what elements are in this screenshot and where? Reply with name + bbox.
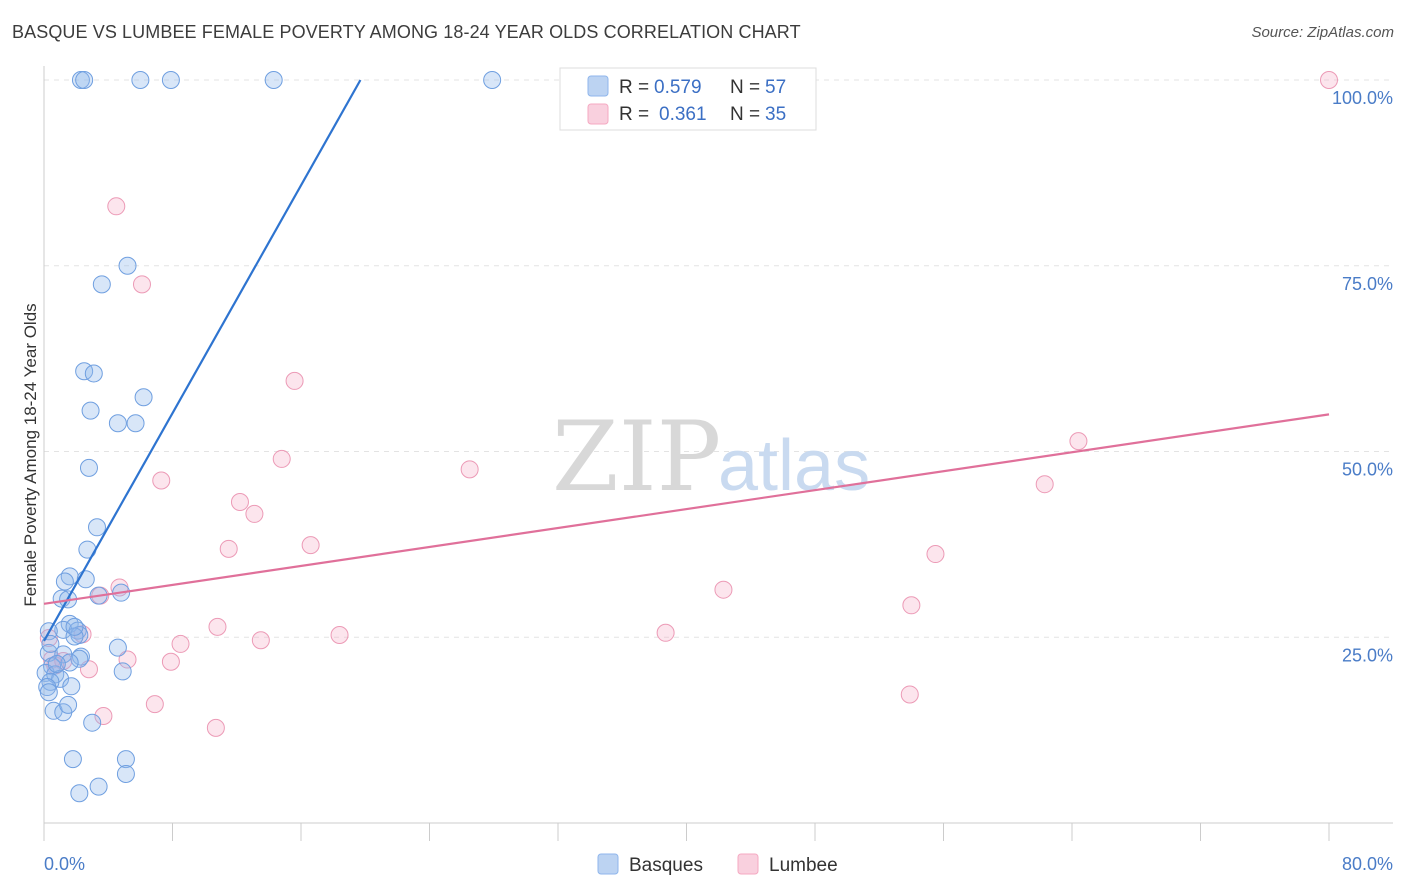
- basques-point: [41, 634, 60, 653]
- basques-point: [483, 71, 502, 89]
- basques-point: [65, 627, 84, 646]
- top-legend: R = 0.579 N = 57 R = 0.361 N = 35: [559, 67, 817, 131]
- legend-r-label-lumbee: R =: [619, 104, 649, 125]
- basques-point: [47, 654, 66, 673]
- basques-point: [81, 401, 100, 420]
- basques-point: [79, 458, 98, 477]
- source-label: Source: ZipAtlas.com: [1251, 24, 1394, 41]
- lumbee-point: [39, 628, 58, 647]
- basques-point: [39, 683, 58, 702]
- lumbee-point: [272, 449, 291, 468]
- lumbee-point: [219, 539, 238, 558]
- y-tick-labels: 25.0% 50.0% 75.0% 100.0%: [1332, 88, 1393, 665]
- watermark-zip: ZIP: [552, 401, 721, 513]
- basques-point: [70, 784, 89, 803]
- basques-point: [70, 649, 89, 668]
- axes: [43, 66, 1393, 841]
- lumbee-points: [39, 71, 1338, 737]
- lumbee-point: [656, 623, 675, 642]
- legend-n-label-basques: N =: [730, 77, 760, 98]
- legend-n-value-lumbee: 35: [765, 104, 786, 125]
- lumbee-point: [118, 650, 137, 669]
- lumbee-point: [208, 617, 227, 636]
- legend-n-value-basques: 57: [765, 77, 786, 98]
- legend-n-label-lumbee: N =: [730, 104, 760, 125]
- lumbee-point: [926, 545, 945, 564]
- lumbee-point: [460, 460, 479, 479]
- lumbee-point: [285, 371, 304, 390]
- x-tick-label: 0.0%: [44, 854, 85, 874]
- basques-point: [89, 777, 108, 796]
- basques-point: [60, 653, 79, 672]
- y-tick-label: 75.0%: [1342, 274, 1393, 294]
- basques-point: [161, 71, 180, 89]
- basques-point: [264, 71, 283, 89]
- basques-point: [116, 750, 135, 769]
- lumbee-point: [245, 504, 264, 523]
- basques-point: [83, 713, 102, 732]
- y-axis-label: Female Poverty Among 18-24 Year Olds: [21, 303, 40, 606]
- basques-point: [116, 764, 135, 783]
- legend-swatch-lumbee: [587, 103, 609, 125]
- lumbee-point: [1320, 71, 1338, 89]
- chart-title: BASQUE VS LUMBEE FEMALE POVERTY AMONG 18…: [12, 22, 801, 42]
- basques-points: [36, 71, 502, 803]
- basques-point: [131, 71, 150, 89]
- basques-point: [54, 620, 73, 639]
- basques-point: [118, 256, 137, 275]
- legend-r-value-basques: 0.579: [654, 77, 702, 98]
- basques-point: [75, 71, 94, 89]
- lumbee-point: [900, 685, 919, 704]
- lumbee-point: [230, 493, 249, 512]
- trend-lines: [43, 79, 1330, 642]
- basques-point: [108, 414, 127, 433]
- legend-r-value-lumbee: 0.361: [659, 104, 707, 125]
- grid-lines: [44, 79, 1393, 638]
- x-tick-labels: 0.0% 80.0%: [44, 854, 1393, 874]
- y-tick-label: 25.0%: [1342, 645, 1393, 665]
- lumbee-point: [1035, 475, 1054, 494]
- lumbee-point: [152, 471, 171, 490]
- basques-point: [62, 677, 81, 696]
- lumbee-point: [94, 707, 113, 726]
- y-tick-label: 100.0%: [1332, 88, 1393, 108]
- lumbee-point: [107, 197, 126, 216]
- lumbee-point: [132, 275, 151, 294]
- lumbee-trend-line: [43, 413, 1330, 605]
- y-tick-label: 50.0%: [1342, 460, 1393, 480]
- basques-point: [55, 572, 74, 591]
- lumbee-point: [251, 631, 270, 650]
- bottom-legend-label-lumbee: Lumbee: [769, 855, 838, 876]
- lumbee-point: [1069, 432, 1088, 451]
- basques-point: [113, 662, 132, 681]
- basques-trend-line: [43, 79, 362, 642]
- lumbee-point: [301, 536, 320, 555]
- bottom-legend-swatch-basques: [597, 853, 619, 875]
- basques-point: [108, 638, 127, 657]
- basques-point: [92, 275, 111, 294]
- watermark: ZIP atlas: [552, 401, 870, 513]
- x-tick-label: 80.0%: [1342, 854, 1393, 874]
- basques-point: [65, 617, 84, 636]
- lumbee-point: [902, 596, 921, 615]
- basques-point: [63, 750, 82, 769]
- lumbee-point: [330, 626, 349, 645]
- lumbee-point: [206, 718, 225, 737]
- basques-point: [126, 414, 145, 433]
- lumbee-point: [714, 580, 733, 599]
- legend-r-label-basques: R =: [619, 77, 649, 98]
- basques-point: [51, 669, 70, 688]
- basques-point: [59, 695, 78, 714]
- bottom-legend: Basques Lumbee: [597, 853, 838, 876]
- lumbee-point: [161, 652, 180, 671]
- basques-point: [134, 388, 153, 407]
- legend-swatch-basques: [587, 75, 609, 97]
- bottom-legend-label-basques: Basques: [629, 855, 703, 876]
- lumbee-point: [171, 634, 190, 653]
- basques-point: [84, 364, 103, 383]
- lumbee-point: [145, 695, 164, 714]
- bottom-legend-swatch-lumbee: [737, 853, 759, 875]
- basques-point: [88, 518, 107, 537]
